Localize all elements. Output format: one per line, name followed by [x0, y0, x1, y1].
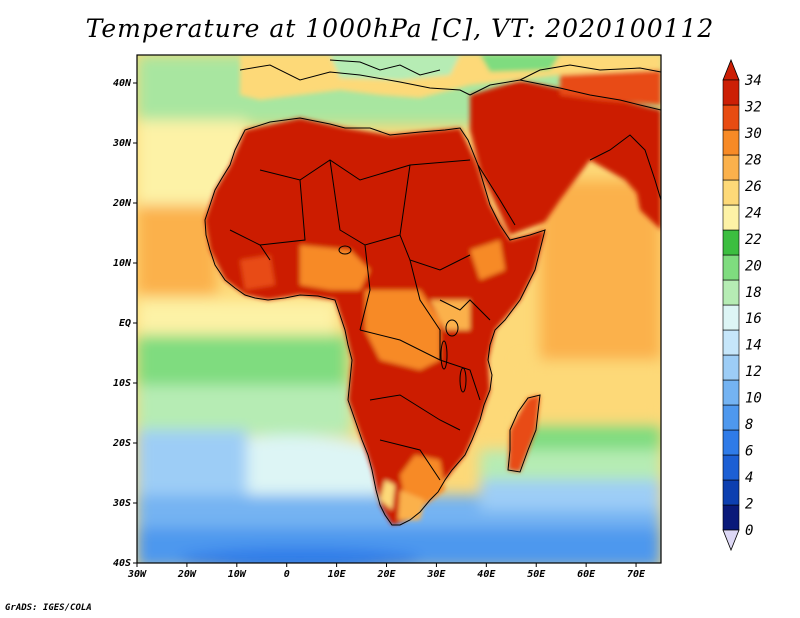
colorbar-segment: [722, 304, 740, 331]
y-tick-label: 40N: [113, 78, 132, 89]
colorbar-label: 8: [745, 417, 753, 433]
coastlines: [204, 59, 661, 526]
colorbar-under-arrow: [722, 529, 740, 552]
colorbar-segment: [722, 354, 740, 381]
x-tick-label: 20W: [177, 569, 197, 580]
colorbar-segment: [722, 479, 740, 506]
y-tick-label: 20S: [112, 438, 131, 449]
y-tick-label: 10N: [113, 258, 132, 269]
colorbar-segment: [722, 279, 740, 306]
x-tick-label: 10W: [228, 569, 247, 580]
colorbar-label: 26: [745, 179, 762, 195]
colorbar-segment: [722, 154, 740, 181]
colorbar-segment: [722, 504, 740, 531]
colorbar-label: 32: [744, 99, 762, 115]
x-tick-label: 40E: [477, 569, 496, 580]
longitude-axis: 30W 20W 10W 0 10E 20E 30E 40E 50E 60E 70E: [127, 563, 646, 580]
colorbar-label: 28: [745, 152, 762, 168]
colorbar-segment: [722, 179, 740, 206]
y-tick-label: 40S: [113, 558, 131, 569]
colorbar-label: 0: [745, 523, 753, 539]
x-tick-label: 30E: [426, 569, 446, 580]
colorbar-label: 2: [745, 497, 753, 513]
colorbar-segment: [722, 204, 740, 231]
colorbar-label: 16: [745, 311, 762, 327]
colorbar-segment: [722, 379, 740, 406]
map-title: Temperature at 1000hPa [C], VT: 20201001…: [85, 14, 715, 43]
colorbar-label: 18: [745, 285, 762, 301]
colorbar-label: 22: [745, 232, 762, 248]
colorbar-label: 12: [745, 364, 762, 380]
colorbar-segment: [722, 454, 740, 481]
colorbar-segment: [722, 329, 740, 356]
colorbar-label: 6: [745, 444, 753, 460]
temperature-field: [137, 55, 661, 563]
y-tick-label: 30S: [112, 498, 131, 509]
x-tick-label: 20E: [376, 569, 396, 580]
colorbar-segment: [722, 429, 740, 456]
colorbar-segment: [722, 104, 740, 131]
colorbar-label: 24: [745, 205, 762, 221]
latitude-axis: 40N 30N 20N 10N EQ 10S 20S 30S 40S: [112, 78, 137, 569]
plot-frame: [136, 54, 662, 564]
x-tick-label: 10E: [328, 569, 347, 580]
colorbar-label: 34: [744, 73, 762, 89]
credit-label: GrADS: IGES/COLA: [5, 603, 92, 613]
colorbar-segment: [722, 254, 740, 281]
colorbar-label: 4: [745, 470, 753, 486]
x-tick-label: 50E: [527, 569, 546, 580]
colorbar-segment: [722, 404, 740, 431]
y-tick-label: EQ: [119, 318, 131, 329]
x-tick-label: 0: [284, 569, 290, 580]
colorbar-label: 30: [744, 126, 762, 142]
x-tick-label: 30W: [127, 569, 147, 580]
colorbar-segment: [722, 229, 740, 256]
colorbar-over-arrow: [722, 58, 740, 81]
y-tick-label: 10S: [113, 378, 131, 389]
x-tick-label: 70E: [627, 569, 646, 580]
colorbar-segment: [722, 79, 740, 106]
y-tick-label: 20N: [112, 198, 132, 209]
colorbar-label: 10: [745, 391, 762, 407]
y-tick-label: 30N: [112, 138, 132, 149]
colorbar-label: 14: [745, 338, 762, 354]
colorbar-label: 20: [745, 258, 762, 274]
colorbar-segment: [722, 129, 740, 156]
x-tick-label: 60E: [577, 569, 596, 580]
